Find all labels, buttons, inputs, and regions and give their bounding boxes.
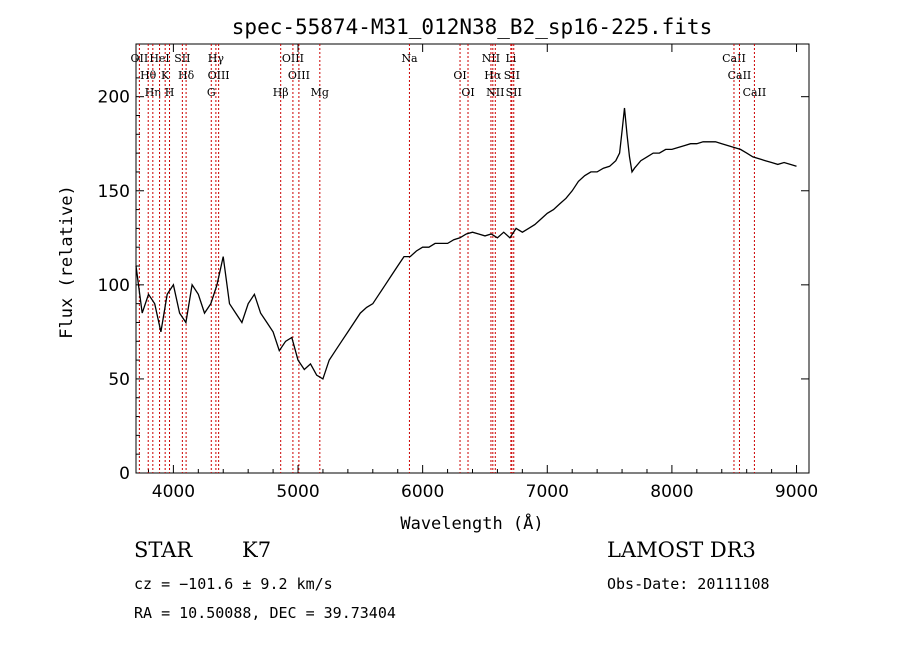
line-marker-label: CaII: [743, 86, 767, 99]
x-tick-label: 4000: [152, 482, 195, 502]
line-marker-label: NII: [482, 52, 500, 65]
line-marker-label: Na: [401, 52, 418, 65]
plot-area: 4000 5000 6000 7000 8000 9000050100150200OIIH…: [98, 43, 818, 502]
line-marker-label: OII: [131, 52, 149, 65]
line-marker-label: Hα: [484, 69, 502, 82]
plot-frame: [135, 43, 810, 474]
line-marker-label: Hγ: [208, 52, 225, 65]
survey-name: LAMOST DR3: [607, 538, 756, 562]
obs-date: Obs-Date: 20111108: [607, 575, 770, 593]
line-marker-label: OI: [461, 86, 474, 99]
y-tick-label: 200: [98, 88, 130, 108]
x-tick-label: 9000: [775, 482, 818, 502]
spectrum-line: [135, 107, 797, 380]
x-tick-label: 6000: [401, 482, 444, 502]
line-marker-label: HeI: [149, 52, 169, 65]
line-marker-label: OIII: [288, 69, 310, 82]
y-tick-label: 0: [119, 464, 130, 484]
sky-coordinates: RA = 10.50088, DEC = 39.73404: [134, 604, 396, 622]
line-marker-label: CaII: [728, 69, 752, 82]
y-tick-label: 50: [108, 370, 130, 390]
line-marker-label: SII: [504, 69, 520, 82]
chart-title: spec-55874-M31_012N38_B2_sp16-225.fits: [232, 15, 712, 39]
y-tick-label: 150: [98, 182, 130, 202]
line-marker-label: Hθ: [140, 69, 157, 82]
object-class: STAR: [134, 538, 193, 562]
line-marker-label: Hδ: [178, 69, 195, 82]
line-marker-label: OIII: [208, 69, 230, 82]
redshift-value: cz = −101.6 ± 9.2 km/s: [134, 575, 333, 593]
line-marker-label: K: [161, 69, 170, 82]
x-tick-label: 7000: [526, 482, 569, 502]
line-marker-label: NII: [486, 86, 504, 99]
x-tick-label: 5000: [276, 482, 319, 502]
object-subclass: K7: [242, 538, 272, 562]
x-axis-label: Wavelength (Å): [400, 512, 543, 534]
line-marker-label: OIII: [282, 52, 304, 65]
line-marker-label: SII: [174, 52, 190, 65]
y-axis-label: Flux (relative): [57, 185, 77, 339]
line-marker-label: SII: [506, 86, 522, 99]
line-marker-label: CaII: [722, 52, 746, 65]
line-marker-label: Hη: [145, 86, 161, 99]
x-tick-label: 8000: [650, 482, 693, 502]
line-marker-label: OI: [453, 69, 466, 82]
line-marker-label: G: [207, 86, 216, 99]
line-marker-label: Li: [505, 52, 516, 65]
line-marker-label: Hβ: [273, 86, 289, 99]
line-marker-label: H: [165, 86, 175, 99]
y-tick-label: 100: [98, 276, 130, 296]
line-marker-label: Mg: [311, 86, 329, 99]
